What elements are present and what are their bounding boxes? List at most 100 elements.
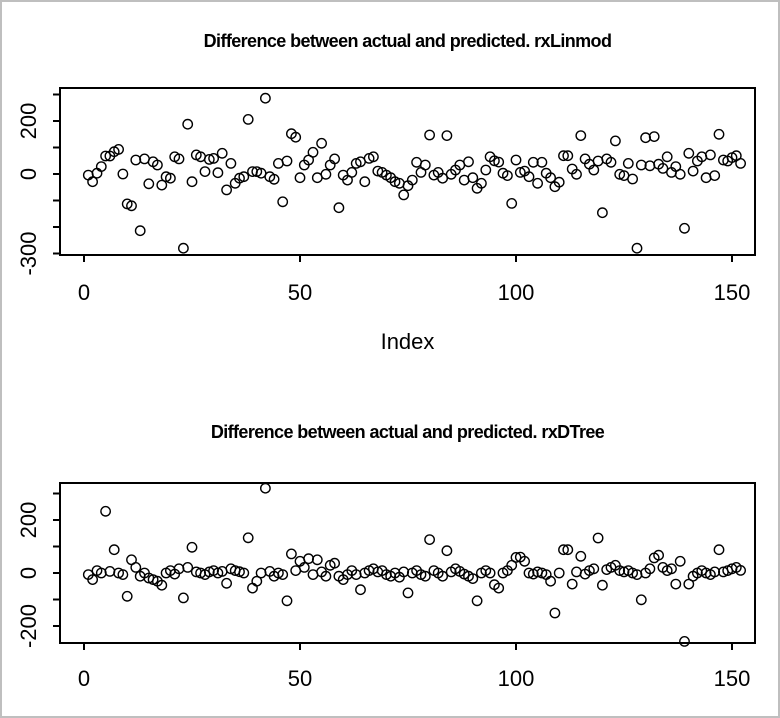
data-point: [182, 118, 194, 130]
data-point: [320, 168, 332, 180]
data-point: [441, 130, 453, 142]
data-point: [475, 177, 487, 189]
y-axis-tick-label: 0: [16, 168, 41, 180]
data-point: [480, 164, 492, 176]
data-point: [100, 505, 112, 517]
data-point: [635, 594, 647, 606]
data-point: [251, 575, 263, 587]
data-point: [281, 595, 293, 607]
data-point: [177, 592, 189, 604]
data-point: [242, 532, 254, 544]
data-point: [320, 570, 332, 582]
data-point: [713, 544, 725, 556]
data-point: [216, 147, 228, 159]
data-point: [687, 165, 699, 177]
data-point: [212, 167, 224, 179]
data-point: [91, 167, 103, 179]
x-axis-tick-label: 50: [288, 666, 312, 691]
data-point: [592, 155, 604, 167]
data-point: [259, 482, 271, 494]
data-point: [130, 562, 142, 573]
data-point: [597, 579, 608, 591]
data-point: [618, 566, 630, 578]
data-point: [281, 155, 293, 167]
data-point: [95, 161, 107, 173]
data-point: [666, 563, 677, 575]
data-point: [311, 554, 323, 566]
data-point: [640, 132, 651, 144]
data-point: [294, 172, 306, 184]
data-point: [493, 582, 505, 594]
data-point: [571, 566, 582, 578]
data-point: [558, 150, 569, 162]
x-axis-tick-label: 0: [78, 666, 90, 691]
data-point: [108, 544, 120, 556]
data-point: [346, 166, 358, 178]
data-point: [203, 153, 215, 165]
data-point: [186, 541, 198, 553]
data-point: [164, 172, 176, 184]
data-point: [493, 156, 505, 168]
data-point: [463, 156, 474, 168]
data-point: [562, 150, 574, 162]
data-point: [648, 131, 660, 143]
data-point: [735, 565, 746, 576]
chart-title-rxdtree: Difference between actual and predicted.…: [210, 422, 605, 442]
x-axis-tick-label: 150: [714, 666, 751, 691]
data-point: [104, 566, 116, 577]
data-point: [255, 567, 267, 579]
data-point: [87, 574, 99, 585]
data-point: [661, 151, 673, 163]
data-point: [117, 569, 129, 580]
data-point: [614, 168, 626, 180]
data-point: [151, 159, 163, 171]
data-point: [100, 150, 112, 162]
data-point: [156, 179, 168, 191]
data-point: [523, 567, 535, 579]
data-point: [268, 173, 280, 185]
data-point: [333, 202, 345, 214]
data-point: [545, 172, 556, 184]
data-point: [156, 579, 168, 591]
data-point: [532, 177, 543, 189]
data-point: [277, 196, 289, 208]
data-point: [329, 557, 340, 569]
y-axis-tick-label: 200: [16, 103, 41, 140]
data-point: [411, 156, 422, 168]
data-point: [523, 171, 535, 183]
data-point: [398, 566, 410, 578]
data-point: [467, 573, 479, 584]
data-point: [519, 555, 530, 567]
data-point: [298, 562, 310, 573]
data-point: [208, 152, 220, 164]
data-point: [203, 566, 215, 578]
data-point: [186, 176, 198, 188]
data-point: [549, 607, 561, 619]
y-axis-tick-label: -300: [16, 231, 41, 275]
data-point: [705, 149, 716, 161]
x-axis-tick-label: 150: [714, 280, 751, 305]
data-point: [225, 157, 237, 169]
data-point: [177, 242, 189, 254]
plot-box: [59, 482, 756, 644]
data-point: [134, 225, 146, 237]
x-axis-tick-label: 100: [498, 666, 535, 691]
data-point: [143, 178, 155, 190]
data-point: [605, 156, 617, 168]
y-axis-tick-label: 0: [16, 567, 41, 579]
data-point: [221, 577, 233, 589]
data-point: [303, 553, 314, 565]
data-point: [510, 552, 522, 563]
data-point: [406, 174, 418, 186]
data-point: [506, 197, 518, 209]
plot-box: [59, 87, 756, 256]
x-axis-tick-label: 50: [288, 280, 312, 305]
data-point: [545, 575, 556, 587]
data-point: [558, 544, 569, 556]
data-point: [242, 114, 254, 125]
data-point: [329, 153, 340, 165]
data-point: [424, 534, 435, 545]
x-axis-title-index: Index: [380, 329, 435, 354]
data-point: [683, 147, 695, 159]
data-point: [307, 146, 319, 158]
